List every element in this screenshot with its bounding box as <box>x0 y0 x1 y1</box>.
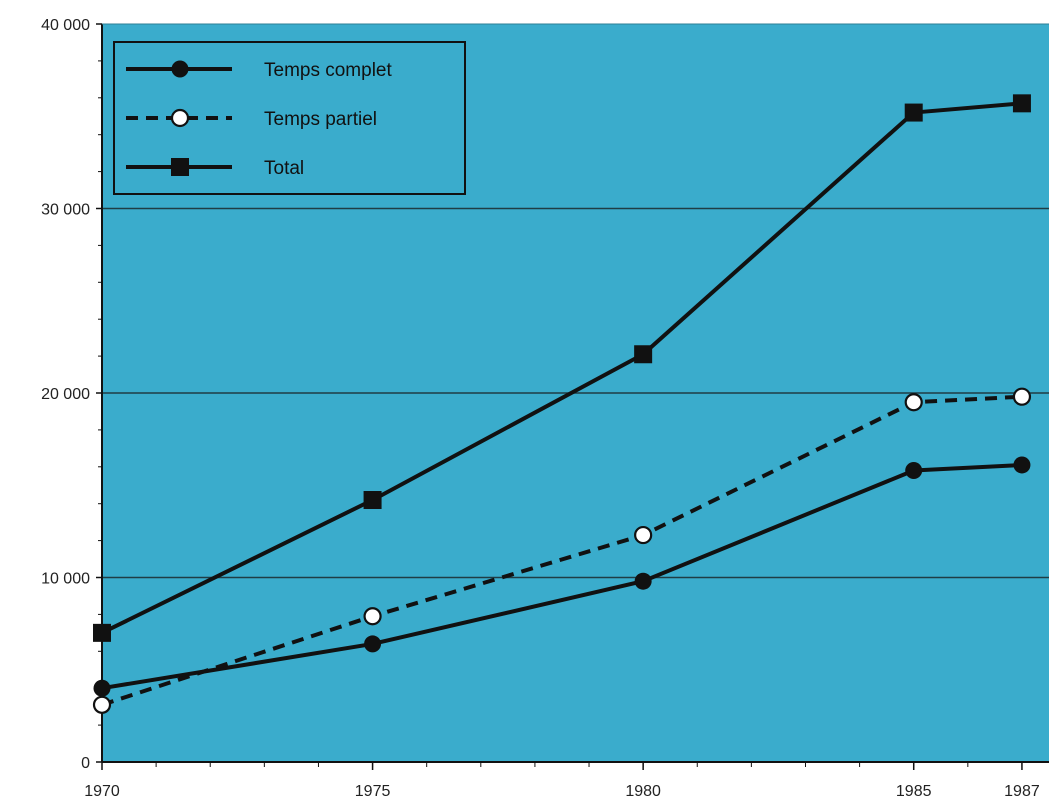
x-tick-label: 1970 <box>84 783 120 800</box>
series-2 <box>93 94 1031 642</box>
series-lines <box>92 94 1032 714</box>
legend-marker <box>171 158 189 176</box>
data-point <box>634 345 653 364</box>
y-tick-label: 0 <box>81 755 90 772</box>
data-point <box>1012 94 1031 113</box>
y-tick-label: 20 000 <box>41 386 90 403</box>
x-tick-label: 1980 <box>625 783 661 800</box>
data-point <box>364 635 382 653</box>
legend-box <box>113 41 466 195</box>
series-0 <box>93 456 1031 697</box>
data-point <box>93 679 111 697</box>
grid-lines <box>102 207 1049 579</box>
data-point <box>1013 456 1031 474</box>
data-point <box>363 491 382 510</box>
y-tick-label: 10 000 <box>41 571 90 588</box>
y-tick-label: 30 000 <box>41 202 90 219</box>
legend-marker <box>170 108 190 128</box>
x-tick-label: 1985 <box>896 783 932 800</box>
x-tick-label: 1975 <box>355 783 391 800</box>
series-1 <box>92 387 1032 714</box>
y-tick-label: 40 000 <box>41 17 90 34</box>
legend-label: Temps partiel <box>264 109 377 130</box>
x-tick-label: 1987 <box>1004 783 1040 800</box>
data-point <box>92 695 112 714</box>
data-point <box>634 572 652 590</box>
legend-label: Temps complet <box>264 60 392 81</box>
data-point <box>1012 387 1032 406</box>
legend-label: Total <box>264 158 304 179</box>
data-point <box>634 525 653 545</box>
data-point <box>93 623 111 642</box>
axes: 0 10 000 20 000 30 000 40 000 1970 1975 1980 198… <box>41 17 1049 800</box>
data-point <box>904 393 923 412</box>
legend: Temps complet Temps partiel Total <box>113 41 466 195</box>
data-point <box>905 461 923 479</box>
data-point <box>904 103 923 122</box>
legend-marker <box>171 60 189 78</box>
data-point <box>363 607 382 626</box>
